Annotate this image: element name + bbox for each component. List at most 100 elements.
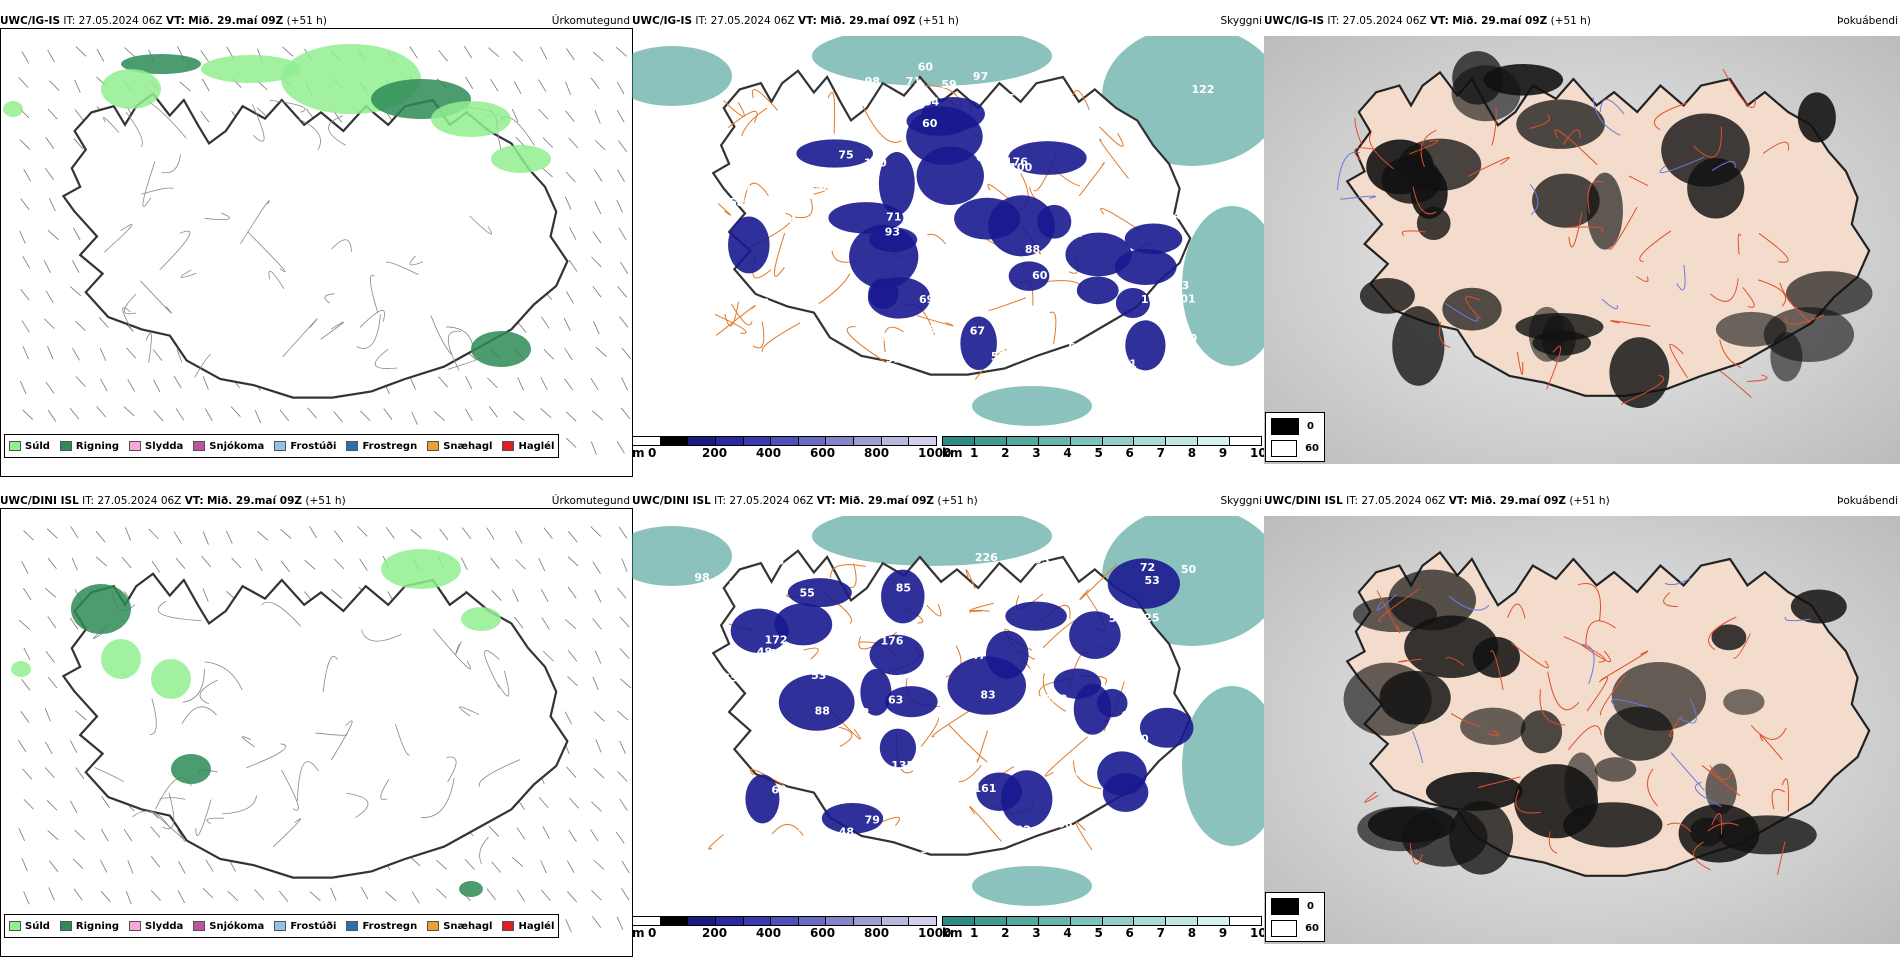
roads	[103, 99, 535, 378]
cloud-base-value: 147	[963, 649, 986, 662]
cloud-base-value: 50	[1109, 612, 1125, 625]
legend-swatch	[274, 921, 287, 931]
legend-item: Frostúði	[274, 441, 336, 452]
legend-item: Snjókoma	[193, 441, 264, 452]
cloud-base-value: 104	[1141, 293, 1164, 306]
fog-panel-top: UWC/IG-IS IT: 27.05.2024 06Z VT: Mið. 29…	[1264, 14, 1900, 464]
colorbar-tick: 1	[970, 446, 979, 460]
cloud-visibility-map: 147 172 63 132 48 72 83 68 53 58 72 63 48 40 258 74 49 44…	[632, 516, 1264, 916]
cloud-base-value: 107	[876, 118, 899, 131]
cloud-base-value: 92	[1016, 824, 1031, 837]
valid-time: Mið. 29.maí 09Z	[820, 15, 916, 27]
legend-label: Snjókoma	[209, 920, 265, 932]
cloud-base-value: 220	[1052, 772, 1075, 785]
cloud-base-colorbar: m 0 200 400 600 800 1000	[632, 436, 951, 460]
legend-item: Haglél	[502, 921, 554, 932]
cloud-base-value: 55	[800, 586, 815, 599]
legend-swatch	[9, 921, 21, 931]
colorbar-tick: 400	[756, 446, 782, 460]
colorbar-segment	[715, 437, 744, 445]
cloud-base-value: 72	[1140, 561, 1155, 574]
colorbar-segment	[909, 437, 937, 445]
cloud-base-value: 72	[854, 706, 869, 719]
cloud-base-value: 47	[1068, 347, 1083, 360]
colorbar-strip	[942, 916, 1262, 926]
cloud-base-value: 38	[766, 74, 781, 87]
panel-title: Skyggni	[1220, 15, 1263, 27]
cloud-base-value: 79	[865, 813, 880, 826]
legend-label: Snæhagl	[443, 920, 493, 932]
cloud-base-value: 93	[1034, 554, 1049, 567]
panel-header: UWC/IG-IS IT: 27.05.2024 06Z VT: Mið. 29…	[0, 14, 327, 28]
cloud-base-value: 63	[819, 736, 834, 749]
colorbar-unit: km	[942, 926, 963, 940]
colorbar-tick: 10	[1250, 446, 1267, 460]
colorbar-segment	[1006, 917, 1039, 925]
colorbar-segment	[974, 917, 1007, 925]
cloud-base-value: 176	[1005, 155, 1028, 168]
cloud-base-value: 97	[973, 70, 988, 83]
legend-swatch	[129, 441, 142, 451]
legend-label: Frostregn	[362, 440, 418, 452]
colorbar-tick: 6	[1125, 446, 1134, 460]
colorbar-tick: 8	[1187, 926, 1197, 940]
cloud-base-value: 135	[891, 759, 914, 772]
cloud-base-value: 74	[781, 214, 797, 227]
legend-swatch	[502, 921, 515, 931]
colorbar-segment	[943, 917, 975, 925]
cloud-base-value: 172	[765, 633, 788, 646]
cloud-base-value: 258	[1044, 693, 1067, 706]
colorbar-segment	[881, 917, 910, 925]
cloud-base-value: 63	[782, 740, 797, 753]
cloud-base-value: 176	[880, 634, 903, 647]
cloud-base-value: 66	[773, 146, 789, 159]
precip-map	[0, 28, 633, 477]
cloud-base-value: 122	[1191, 83, 1214, 96]
cloud-base-value: 53	[842, 367, 857, 380]
cloud-base-value: 100	[864, 156, 887, 169]
cloud-base-value: 58	[1065, 544, 1080, 557]
legend-item: Súld	[9, 921, 50, 932]
cloud-base-value: 161	[974, 782, 997, 795]
legend-swatch	[193, 921, 206, 931]
colorbar-tick: 6	[1125, 926, 1134, 940]
legend-label: Slydda	[145, 440, 184, 452]
valid-time: Mið. 29.maí 09Z	[188, 15, 284, 27]
cloud-base-value: 68	[771, 784, 786, 797]
colorbar-tick: 10	[1250, 926, 1267, 940]
cloud-base-value: 132	[835, 653, 858, 666]
valid-time-label: VT:	[816, 495, 836, 507]
cloud-base-value: 66	[757, 361, 773, 374]
colorbar-segment	[974, 437, 1007, 445]
colorbar-tick: 400	[756, 926, 782, 940]
cloud-base-value: 88	[1025, 243, 1040, 256]
cloud-base-value: 73	[933, 741, 948, 754]
valid-time: Mið. 29.maí 09Z	[1470, 495, 1566, 507]
panel-header: UWC/DINI ISL IT: 27.05.2024 06Z VT: Mið.…	[0, 494, 346, 508]
init-time: IT: 27.05.2024 06Z	[714, 495, 814, 507]
colorbar-tick: 0	[648, 446, 657, 460]
legend-swatch	[427, 921, 440, 931]
cloud-base-value: 54	[924, 96, 940, 109]
cloud-base-value: 71	[1128, 206, 1143, 219]
panel-title: Þokuábendi	[1837, 15, 1898, 27]
valid-time-label: VT:	[797, 15, 817, 27]
valid-time: Mið. 29.maí 09Z	[838, 495, 934, 507]
legend-item: Snæhagl	[427, 921, 492, 932]
init-time: IT: 27.05.2024 06Z	[63, 15, 163, 27]
cloud-base-value: 60	[1182, 332, 1198, 345]
cloud-base-value: 86	[1057, 817, 1073, 830]
valid-time-label: VT:	[1448, 495, 1468, 507]
precip-panel-bottom: UWC/DINI ISL IT: 27.05.2024 06Z VT: Mið.…	[0, 494, 633, 957]
colorbar-segment	[1006, 437, 1039, 445]
cloud-base-value: 190	[1126, 732, 1149, 745]
cloud-base-value: 68	[769, 555, 784, 568]
cloud-base-value: 63	[888, 693, 903, 706]
cloud-base-value: 61	[728, 772, 743, 785]
legend-label: Haglél	[518, 920, 555, 932]
colorbar-segment	[854, 437, 882, 445]
legend-swatch	[346, 921, 359, 931]
colorbar-strip	[942, 436, 1262, 446]
legend-item: Snjókoma	[193, 921, 264, 932]
colorbar-unit: km	[942, 446, 963, 460]
